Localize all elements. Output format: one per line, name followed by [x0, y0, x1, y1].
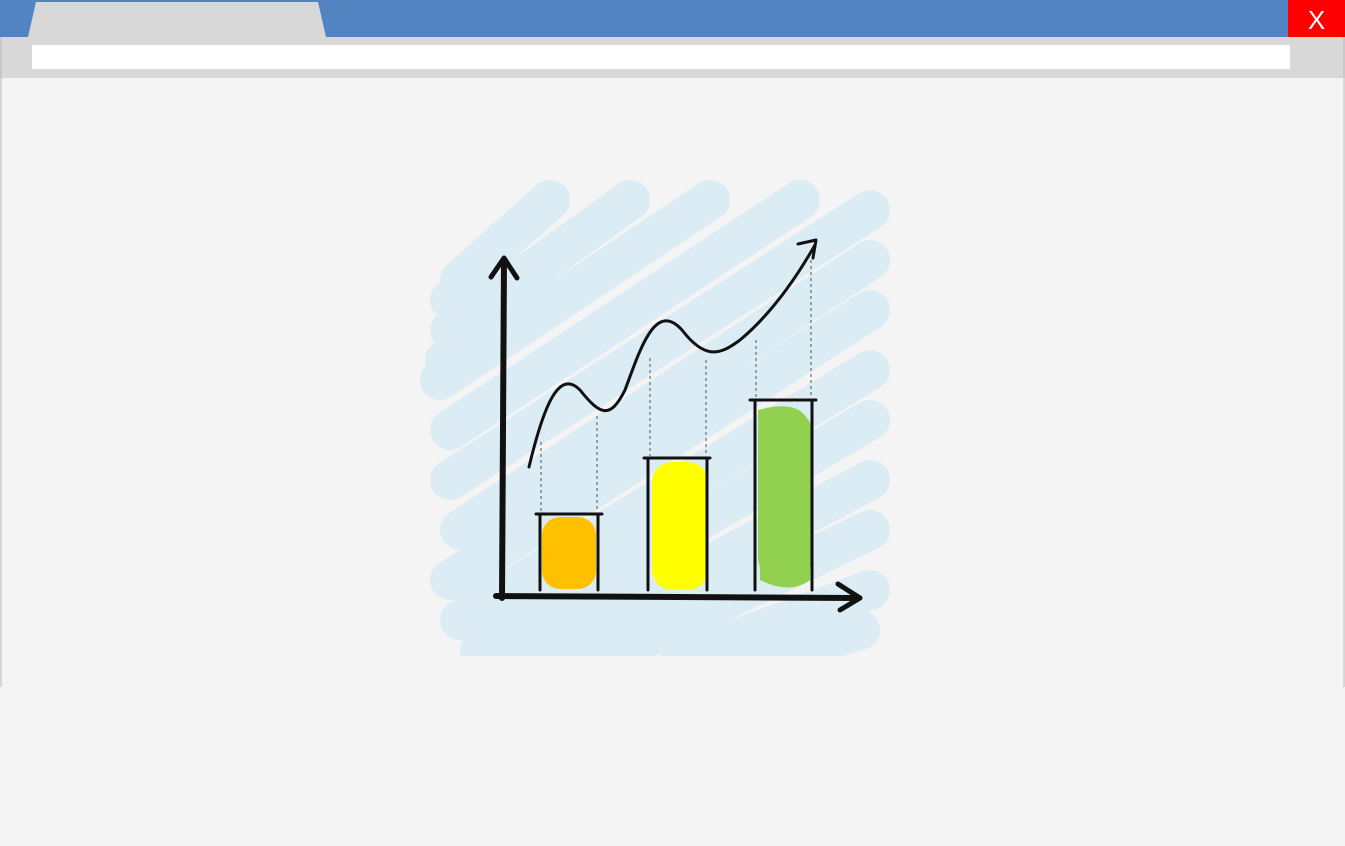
tab-shape: [28, 2, 326, 37]
x-axis-arrowhead: [835, 581, 863, 613]
x-axis: [493, 593, 861, 601]
bar-2-fill: [652, 462, 708, 590]
page-content: [0, 78, 1345, 687]
title-bar: X: [0, 0, 1345, 37]
browser-tab[interactable]: [28, 2, 328, 37]
address-bar[interactable]: [32, 45, 1290, 69]
y-axis: [499, 257, 507, 601]
toolbar: [0, 37, 1345, 78]
bar-outlines: [534, 398, 818, 592]
bar-3-fill: [758, 406, 812, 588]
growth-chart-icon: [420, 180, 890, 656]
close-button[interactable]: X: [1288, 0, 1345, 37]
trend-arrowhead: [796, 238, 818, 260]
guide-lines: [540, 260, 812, 512]
bar-1-fill: [542, 517, 596, 589]
y-axis-arrowhead: [488, 255, 520, 281]
trend-line: [527, 243, 817, 469]
